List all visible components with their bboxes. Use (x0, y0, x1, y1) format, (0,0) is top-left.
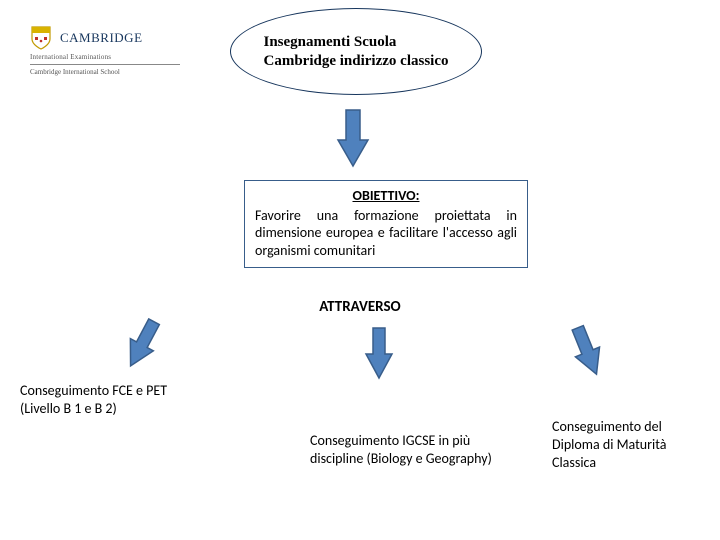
objective-title: OBIETTIVO: (255, 187, 517, 205)
arrow-branch-center (364, 326, 394, 380)
logo-main-text: CAMBRIDGE (60, 30, 143, 46)
attraverso-label: ATTRAVERSO (0, 298, 720, 316)
outcome-igcse: Conseguimento IGCSE in più discipline (B… (310, 432, 500, 468)
logo-sub-1: International Examinations (30, 53, 190, 61)
outcome-diploma: Conseguimento del Diploma di Maturità Cl… (552, 418, 697, 473)
arrow-down-main (336, 108, 370, 168)
objective-body: Favorire una formazione proiettata in di… (255, 207, 517, 260)
objective-box: OBIETTIVO: Favorire una formazione proie… (244, 180, 528, 268)
cambridge-logo: CAMBRIDGE International Examinations Cam… (30, 25, 190, 76)
title-oval: Insegnamenti Scuola Cambridge indirizzo … (230, 8, 482, 95)
title-oval-text: Insegnamenti Scuola Cambridge indirizzo … (234, 33, 479, 71)
title-line-2: Cambridge indirizzo classico (264, 53, 449, 69)
title-line-1: Insegnamenti Scuola (264, 34, 397, 50)
outcome-fce-pet: Conseguimento FCE e PET (Livello B 1 e B… (20, 382, 180, 418)
arrow-branch-left (116, 313, 168, 375)
arrow-branch-right (563, 320, 611, 381)
logo-sub-2: Cambridge International School (30, 64, 180, 76)
shield-icon (30, 25, 52, 51)
